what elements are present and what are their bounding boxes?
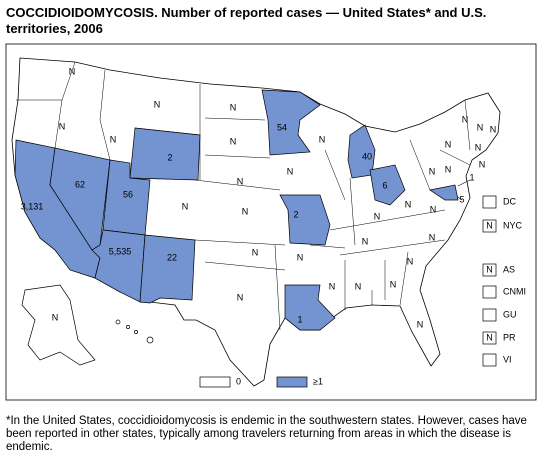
state-label: 1 xyxy=(297,314,302,324)
territory-label: PR xyxy=(503,332,516,342)
territory-box xyxy=(482,195,497,209)
territory-box xyxy=(482,308,497,322)
state-label: 5 xyxy=(459,194,464,204)
state-label: N xyxy=(297,252,304,262)
state-label: 40 xyxy=(362,151,372,161)
territory-box xyxy=(482,219,497,233)
state-label: 54 xyxy=(277,122,287,132)
state-label: N xyxy=(59,121,66,131)
state xyxy=(261,89,321,156)
territory-label: VI xyxy=(503,354,512,364)
state-label: N xyxy=(242,206,249,216)
state-label: 5,535 xyxy=(109,246,132,256)
state-label: N xyxy=(430,204,437,214)
state-label: N xyxy=(252,247,259,257)
state-label: N xyxy=(475,142,482,152)
title: COCCIDIOIDOMYCOSIS. Number of reported c… xyxy=(6,5,487,36)
state xyxy=(429,184,459,201)
state-label: N xyxy=(230,136,237,146)
territory-box xyxy=(482,285,497,299)
alaska xyxy=(21,284,96,366)
state-label: N xyxy=(237,176,244,186)
territory-label: DC xyxy=(503,196,516,206)
territory-label: CNMI xyxy=(503,286,526,296)
hawaii xyxy=(115,319,154,344)
territory-label: GU xyxy=(503,309,517,319)
territory-value: N xyxy=(486,264,493,274)
state xyxy=(139,234,196,304)
state-label: N xyxy=(405,199,412,209)
state-label: N xyxy=(52,312,59,322)
state-label: N xyxy=(69,66,76,76)
state-label: N xyxy=(154,99,161,109)
state-label: 2 xyxy=(167,152,172,162)
footnote: *In the United States, coccidioidomycosi… xyxy=(6,415,527,453)
territory-label: NYC xyxy=(503,220,523,230)
territory-box xyxy=(482,353,497,367)
state xyxy=(369,164,406,206)
legend-swatch xyxy=(199,376,231,388)
state-label: N xyxy=(374,211,381,221)
state-label: N xyxy=(182,201,189,211)
state-label: N xyxy=(362,236,369,246)
state-label: 62 xyxy=(75,179,85,189)
state-label: N xyxy=(110,134,117,144)
state-label: N xyxy=(407,256,414,266)
map: N N N N 2 N N N 54 N 40 N 6 3,131 62 56 N N 2 5,535 22 N N N 1 N N… xyxy=(5,43,537,401)
state-label: N xyxy=(417,319,424,329)
state-label: N xyxy=(445,164,452,174)
state-label: N xyxy=(355,281,362,291)
state-label: 6 xyxy=(382,180,387,190)
state-label: N xyxy=(429,166,436,176)
territory-value: N xyxy=(486,220,493,230)
state-label: N xyxy=(445,139,452,149)
state-label: N xyxy=(490,124,497,134)
map-frame xyxy=(5,43,537,401)
territory-label: AS xyxy=(503,264,515,274)
territory-value: N xyxy=(486,332,493,342)
legend-swatch xyxy=(276,376,308,388)
state-label: 1 xyxy=(469,172,474,182)
territory-box xyxy=(482,263,497,277)
state xyxy=(129,127,201,181)
state-label: N xyxy=(477,122,484,132)
state-label: N xyxy=(390,279,397,289)
territory-box xyxy=(482,331,497,345)
state-label: N xyxy=(329,281,336,291)
state xyxy=(279,194,331,246)
state-label: 2 xyxy=(293,209,298,219)
state-borders xyxy=(16,61,471,331)
state-label: 3,131 xyxy=(21,201,44,211)
state-label: N xyxy=(429,232,436,242)
state-label: N xyxy=(230,102,237,112)
state-label: N xyxy=(319,134,326,144)
state-label: N xyxy=(462,114,469,124)
state-label: 22 xyxy=(167,252,177,262)
state-label: N xyxy=(479,159,486,169)
state-label: 56 xyxy=(123,189,133,199)
state-label: N xyxy=(287,166,294,176)
legend-label: 0 xyxy=(236,376,241,386)
state-label: N xyxy=(237,292,244,302)
state xyxy=(284,284,336,331)
legend-label: ≥1 xyxy=(313,376,323,386)
